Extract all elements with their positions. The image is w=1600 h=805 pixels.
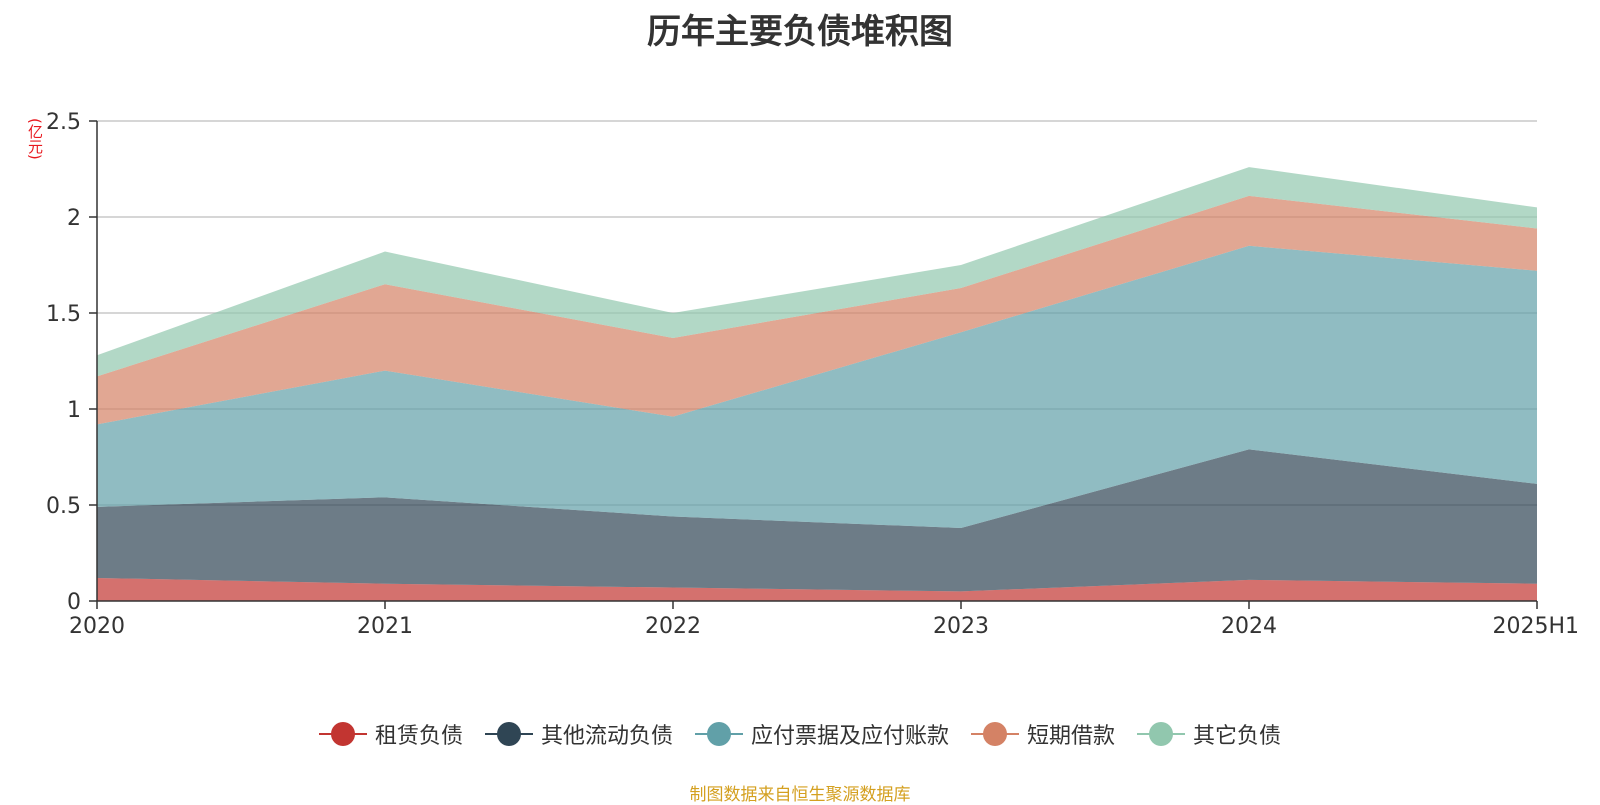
area-series-1 <box>97 449 1537 592</box>
y-tick-label: 2 <box>67 206 81 231</box>
legend-label: 其他流动负债 <box>540 724 673 749</box>
legend-label: 租赁负债 <box>374 724 463 749</box>
legend-item[interactable]: 短期借款 <box>971 718 1115 750</box>
area-series-4 <box>97 167 1537 377</box>
y-tick-label: 0 <box>67 590 81 615</box>
area-series-0 <box>97 577 1537 601</box>
legend-item[interactable]: 应付票据及应付账款 <box>694 718 949 750</box>
y-tick-label: 0.5 <box>46 494 81 519</box>
x-tick-label: 2022 <box>645 614 701 639</box>
chart-legend: 租赁负债 其他流动负债 应付票据及应付账款 短期借款 其它负债 <box>0 718 1600 750</box>
legend-marker-icon <box>694 722 743 746</box>
legend-marker-icon <box>484 722 533 746</box>
legend-item[interactable]: 其它负债 <box>1137 718 1281 750</box>
area-series-2 <box>97 245 1537 529</box>
legend-marker-icon <box>1137 722 1186 746</box>
legend-marker-icon <box>318 722 367 746</box>
legend-label: 其它负债 <box>1193 724 1282 749</box>
stacked-area-chart: 0 0.5 1 1.5 2 2.5 2020 2021 2022 2023 2024 2025H1 <box>46 110 1579 639</box>
legend-marker-icon <box>971 722 1019 746</box>
legend-item[interactable]: 其他流动负债 <box>484 718 673 750</box>
y-tick-label: 1.5 <box>46 302 81 327</box>
x-tick-label: 2021 <box>357 614 413 639</box>
y-tick-label: 2.5 <box>46 110 81 135</box>
x-tick-label: 2025H1 <box>1492 614 1579 639</box>
x-tick-label: 2024 <box>1221 614 1277 639</box>
chart-title: 历年主要负债堆积图 <box>647 12 953 52</box>
x-tick-label: 2023 <box>933 614 989 639</box>
y-axis-unit-label: (亿元) <box>26 118 44 160</box>
legend-label: 应付票据及应付账款 <box>750 724 949 749</box>
y-tick-label: 1 <box>67 398 81 423</box>
x-tick-label: 2020 <box>69 614 125 639</box>
area-series-3 <box>97 195 1537 425</box>
legend-item[interactable]: 租赁负债 <box>318 718 463 750</box>
data-source-note: 制图数据来自恒生聚源数据库 <box>689 785 911 805</box>
legend-label: 短期借款 <box>1027 724 1116 749</box>
